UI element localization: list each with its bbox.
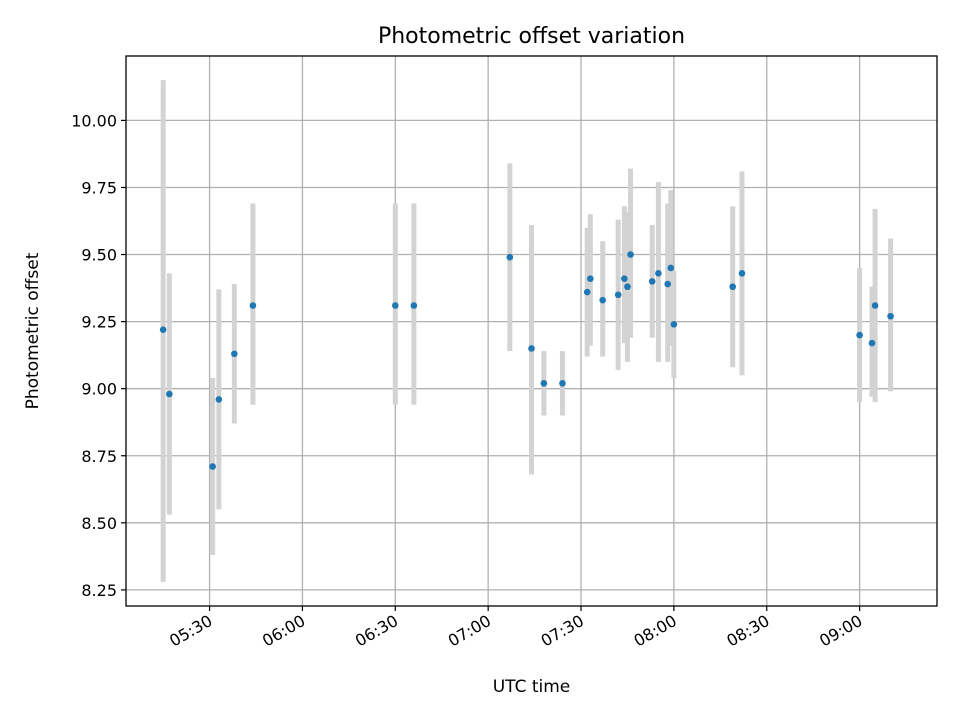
data-point [627, 251, 634, 258]
data-point [856, 331, 863, 339]
data-point [648, 278, 656, 285]
data-point [528, 345, 535, 352]
data-point [667, 264, 675, 272]
data-point [559, 380, 566, 387]
y-tick-label: 9.50 [81, 246, 117, 265]
data-point [506, 253, 514, 261]
data-point [231, 350, 238, 358]
data-point [729, 283, 737, 291]
data-point [871, 302, 879, 309]
data-point [614, 291, 622, 299]
y-tick-label: 8.25 [81, 581, 117, 600]
y-tick-label: 8.75 [81, 447, 117, 466]
data-point [621, 275, 628, 282]
data-point [599, 296, 606, 304]
data-point [215, 396, 223, 403]
data-point [887, 312, 894, 320]
y-axis-label: Photometric offset [23, 252, 43, 409]
x-axis-label: UTC time [493, 677, 571, 697]
y-tick-label: 9.75 [81, 178, 117, 197]
y-tick-label: 9.25 [81, 313, 117, 332]
data-point [664, 280, 671, 288]
chart-title: Photometric offset variation [378, 24, 685, 49]
data-point [249, 302, 257, 309]
data-point [410, 302, 418, 309]
plot-frame [125, 55, 938, 607]
data-point [583, 288, 591, 296]
y-tick-label: 9.00 [81, 380, 117, 399]
data-point [159, 326, 167, 333]
data-point [655, 270, 662, 277]
y-tick-label: 10.00 [71, 111, 117, 130]
data-point [209, 463, 216, 470]
data-point [587, 275, 594, 282]
y-tick-label: 8.50 [81, 514, 117, 533]
data-point [738, 270, 746, 277]
data-point [540, 380, 548, 387]
data-point [670, 320, 678, 328]
data-points [159, 251, 894, 470]
data-point [166, 390, 173, 398]
data-point [868, 339, 876, 347]
data-point [392, 302, 399, 309]
data-point [624, 283, 631, 291]
